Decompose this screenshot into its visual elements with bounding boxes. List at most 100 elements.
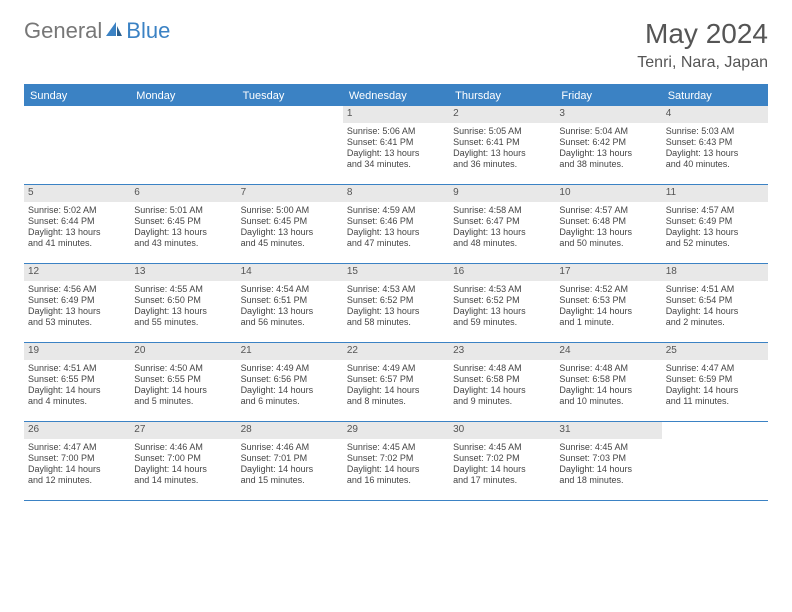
day1-text: Daylight: 13 hours bbox=[28, 306, 126, 317]
day-header: Wednesday bbox=[343, 86, 449, 106]
sunrise-text: Sunrise: 5:04 AM bbox=[559, 126, 657, 137]
day-cell: 5Sunrise: 5:02 AMSunset: 6:44 PMDaylight… bbox=[24, 185, 130, 263]
day2-text: and 47 minutes. bbox=[347, 238, 445, 249]
sunrise-text: Sunrise: 4:52 AM bbox=[559, 284, 657, 295]
sunset-text: Sunset: 6:45 PM bbox=[241, 216, 339, 227]
day2-text: and 55 minutes. bbox=[134, 317, 232, 328]
sunrise-text: Sunrise: 4:45 AM bbox=[453, 442, 551, 453]
day-cell: 29Sunrise: 4:45 AMSunset: 7:02 PMDayligh… bbox=[343, 422, 449, 500]
day1-text: Daylight: 13 hours bbox=[453, 148, 551, 159]
day1-text: Daylight: 14 hours bbox=[559, 385, 657, 396]
day2-text: and 34 minutes. bbox=[347, 159, 445, 170]
day2-text: and 58 minutes. bbox=[347, 317, 445, 328]
sunset-text: Sunset: 6:49 PM bbox=[28, 295, 126, 306]
day2-text: and 9 minutes. bbox=[453, 396, 551, 407]
sunrise-text: Sunrise: 4:54 AM bbox=[241, 284, 339, 295]
day2-text: and 11 minutes. bbox=[666, 396, 764, 407]
day1-text: Daylight: 14 hours bbox=[453, 385, 551, 396]
day2-text: and 45 minutes. bbox=[241, 238, 339, 249]
day-cell bbox=[130, 106, 236, 184]
month-title: May 2024 bbox=[637, 18, 768, 50]
sunrise-text: Sunrise: 4:59 AM bbox=[347, 205, 445, 216]
day-number: 18 bbox=[662, 264, 768, 281]
day1-text: Daylight: 13 hours bbox=[241, 306, 339, 317]
day-cell: 30Sunrise: 4:45 AMSunset: 7:02 PMDayligh… bbox=[449, 422, 555, 500]
day1-text: Daylight: 13 hours bbox=[666, 227, 764, 238]
day-cell: 26Sunrise: 4:47 AMSunset: 7:00 PMDayligh… bbox=[24, 422, 130, 500]
sunset-text: Sunset: 6:58 PM bbox=[559, 374, 657, 385]
day-cell: 20Sunrise: 4:50 AMSunset: 6:55 PMDayligh… bbox=[130, 343, 236, 421]
logo: General Blue bbox=[24, 18, 170, 44]
day1-text: Daylight: 14 hours bbox=[666, 385, 764, 396]
sunrise-text: Sunrise: 5:06 AM bbox=[347, 126, 445, 137]
day1-text: Daylight: 13 hours bbox=[347, 306, 445, 317]
day2-text: and 36 minutes. bbox=[453, 159, 551, 170]
sunrise-text: Sunrise: 4:50 AM bbox=[134, 363, 232, 374]
day-cell: 21Sunrise: 4:49 AMSunset: 6:56 PMDayligh… bbox=[237, 343, 343, 421]
day2-text: and 15 minutes. bbox=[241, 475, 339, 486]
sunset-text: Sunset: 6:48 PM bbox=[559, 216, 657, 227]
day-cell: 17Sunrise: 4:52 AMSunset: 6:53 PMDayligh… bbox=[555, 264, 661, 342]
sunrise-text: Sunrise: 4:56 AM bbox=[28, 284, 126, 295]
sunrise-text: Sunrise: 4:47 AM bbox=[666, 363, 764, 374]
day-number: 13 bbox=[130, 264, 236, 281]
day-cell: 11Sunrise: 4:57 AMSunset: 6:49 PMDayligh… bbox=[662, 185, 768, 263]
calendar: SundayMondayTuesdayWednesdayThursdayFrid… bbox=[24, 84, 768, 501]
sunset-text: Sunset: 6:57 PM bbox=[347, 374, 445, 385]
sunset-text: Sunset: 7:02 PM bbox=[453, 453, 551, 464]
day-number: 25 bbox=[662, 343, 768, 360]
sunset-text: Sunset: 6:47 PM bbox=[453, 216, 551, 227]
day2-text: and 16 minutes. bbox=[347, 475, 445, 486]
day-number: 19 bbox=[24, 343, 130, 360]
day-header: Monday bbox=[130, 86, 236, 106]
day2-text: and 56 minutes. bbox=[241, 317, 339, 328]
day-cell: 18Sunrise: 4:51 AMSunset: 6:54 PMDayligh… bbox=[662, 264, 768, 342]
day-number: 16 bbox=[449, 264, 555, 281]
day-cell: 27Sunrise: 4:46 AMSunset: 7:00 PMDayligh… bbox=[130, 422, 236, 500]
day1-text: Daylight: 14 hours bbox=[28, 464, 126, 475]
day1-text: Daylight: 13 hours bbox=[453, 227, 551, 238]
day-number: 27 bbox=[130, 422, 236, 439]
day1-text: Daylight: 13 hours bbox=[559, 227, 657, 238]
sunset-text: Sunset: 7:01 PM bbox=[241, 453, 339, 464]
day-header: Saturday bbox=[662, 86, 768, 106]
sunset-text: Sunset: 6:55 PM bbox=[134, 374, 232, 385]
day-cell: 3Sunrise: 5:04 AMSunset: 6:42 PMDaylight… bbox=[555, 106, 661, 184]
day-cell: 22Sunrise: 4:49 AMSunset: 6:57 PMDayligh… bbox=[343, 343, 449, 421]
day-number: 8 bbox=[343, 185, 449, 202]
day2-text: and 8 minutes. bbox=[347, 396, 445, 407]
day1-text: Daylight: 14 hours bbox=[241, 464, 339, 475]
sunrise-text: Sunrise: 5:01 AM bbox=[134, 205, 232, 216]
day2-text: and 17 minutes. bbox=[453, 475, 551, 486]
week-row: 5Sunrise: 5:02 AMSunset: 6:44 PMDaylight… bbox=[24, 185, 768, 264]
day-number: 26 bbox=[24, 422, 130, 439]
day2-text: and 38 minutes. bbox=[559, 159, 657, 170]
day-number: 30 bbox=[449, 422, 555, 439]
day-cell: 14Sunrise: 4:54 AMSunset: 6:51 PMDayligh… bbox=[237, 264, 343, 342]
day-header: Sunday bbox=[24, 86, 130, 106]
day2-text: and 53 minutes. bbox=[28, 317, 126, 328]
day2-text: and 52 minutes. bbox=[666, 238, 764, 249]
sunrise-text: Sunrise: 4:57 AM bbox=[666, 205, 764, 216]
day-cell: 10Sunrise: 4:57 AMSunset: 6:48 PMDayligh… bbox=[555, 185, 661, 263]
day-number: 17 bbox=[555, 264, 661, 281]
sunset-text: Sunset: 6:58 PM bbox=[453, 374, 551, 385]
sunrise-text: Sunrise: 4:57 AM bbox=[559, 205, 657, 216]
day2-text: and 50 minutes. bbox=[559, 238, 657, 249]
day1-text: Daylight: 13 hours bbox=[559, 148, 657, 159]
day-number: 24 bbox=[555, 343, 661, 360]
day2-text: and 43 minutes. bbox=[134, 238, 232, 249]
day2-text: and 18 minutes. bbox=[559, 475, 657, 486]
sunrise-text: Sunrise: 5:03 AM bbox=[666, 126, 764, 137]
day-cell: 4Sunrise: 5:03 AMSunset: 6:43 PMDaylight… bbox=[662, 106, 768, 184]
day-cell: 7Sunrise: 5:00 AMSunset: 6:45 PMDaylight… bbox=[237, 185, 343, 263]
sunrise-text: Sunrise: 4:51 AM bbox=[28, 363, 126, 374]
title-block: May 2024 Tenri, Nara, Japan bbox=[637, 18, 768, 72]
day1-text: Daylight: 14 hours bbox=[347, 385, 445, 396]
day1-text: Daylight: 13 hours bbox=[347, 227, 445, 238]
day1-text: Daylight: 14 hours bbox=[666, 306, 764, 317]
day-number: 6 bbox=[130, 185, 236, 202]
logo-text-general: General bbox=[24, 18, 102, 44]
sunset-text: Sunset: 6:41 PM bbox=[347, 137, 445, 148]
day-number: 22 bbox=[343, 343, 449, 360]
